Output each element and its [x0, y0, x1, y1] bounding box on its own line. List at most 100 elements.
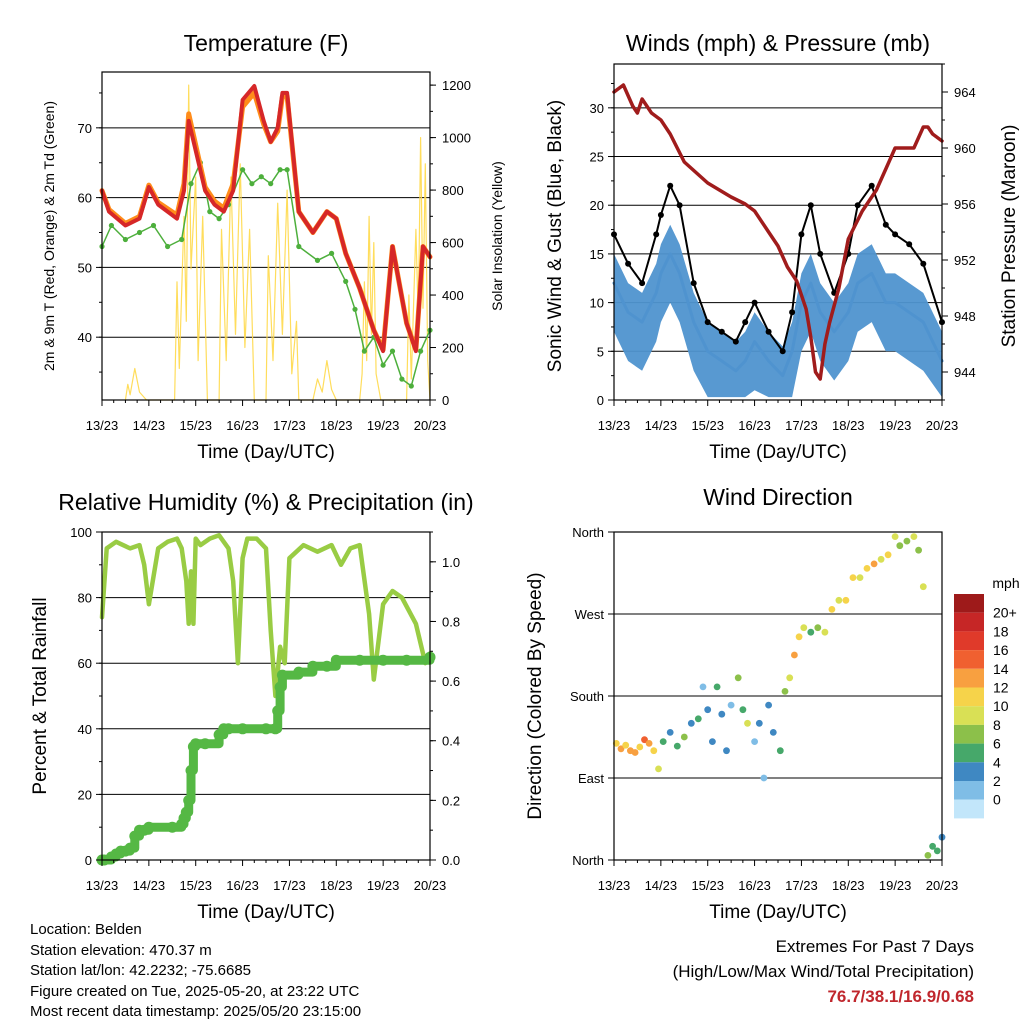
humidity-xtick-label-3: 16/23: [226, 878, 259, 893]
winds-xtick-label-4: 17/23: [785, 418, 818, 433]
direction-point-40: [828, 606, 836, 613]
temperature-ylabel-left: 2m & 9m T (Red, Orange) & 2m Td (Green): [41, 101, 57, 371]
direction-point-14: [687, 719, 695, 727]
legend-label-3: 14: [993, 661, 1009, 677]
humidity-xtick-label-1: 14/23: [133, 878, 166, 893]
temperature-ylabel-right: Solar Insolation (Yellow): [489, 161, 505, 311]
precipitation-series-point-26: [272, 705, 284, 717]
humidity-ytick-label-right-2: 0.4: [442, 734, 460, 749]
direction-point-42: [842, 596, 850, 604]
winds-ytick-label-right-3: 956: [954, 197, 976, 212]
extremes-heading: Extremes For Past 7 Days: [775, 937, 974, 956]
winds-ytick-label-right-4: 960: [954, 141, 976, 156]
direction-point-27: [755, 719, 763, 727]
precipitation-series-point-30: [307, 660, 319, 672]
direction-point-31: [776, 747, 784, 755]
direction-ytick-label-2: South: [570, 689, 604, 704]
direction-point-51: [903, 537, 911, 545]
direction-point-44: [856, 574, 864, 581]
winds-ytick-label-left-2: 10: [590, 296, 604, 311]
precipitation-series-point-24: [260, 723, 272, 735]
legend-swatch-2: [954, 631, 984, 651]
direction-point-52: [910, 533, 918, 540]
humidity-ytick-label-left-0: 0: [85, 853, 92, 868]
winds-ytick-label-left-6: 30: [590, 101, 604, 116]
winds-xlabel: Time (Day/UTC): [709, 442, 847, 463]
temperature-ytick-label-left-3: 70: [78, 121, 92, 136]
direction-point-1: [617, 745, 625, 753]
temperature-xtick-label-0: 13/23: [86, 418, 119, 433]
humidity-xtick-label-5: 18/23: [320, 878, 353, 893]
temperature-ytick-label-right-4: 800: [442, 183, 464, 198]
legend-swatch-5: [954, 687, 984, 707]
temperature-xtick-label-7: 20/23: [414, 418, 447, 433]
direction-point-36: [800, 624, 808, 632]
legend-label-10: 0: [993, 792, 1001, 808]
temperature-ytick-label-left-1: 50: [78, 260, 92, 275]
legend-label-1: 18: [993, 623, 1009, 639]
precipitation-series-point-31: [321, 660, 333, 672]
direction-point-30: [769, 729, 777, 736]
humidity-xtick-label-0: 13/23: [86, 878, 119, 893]
direction-point-6: [641, 736, 648, 744]
direction-point-24: [739, 706, 747, 714]
temperature-ytick-label-right-3: 600: [442, 236, 464, 251]
humidity-title: Relative Humidity (%) & Precipitation (i…: [58, 489, 473, 515]
humidity-xtick-label-7: 20/23: [414, 878, 447, 893]
direction-point-12: [673, 742, 681, 750]
direction-xtick-label-3: 16/23: [738, 878, 771, 893]
legend-swatch-7: [954, 724, 984, 744]
relative-humidity-line: [99, 533, 433, 699]
legend-swatch-6: [954, 706, 984, 725]
legend-swatch-1: [954, 612, 984, 632]
precipitation-series-point-35: [401, 654, 413, 666]
winds-ytick-label-right-1: 948: [954, 309, 976, 324]
direction-point-26: [751, 738, 758, 745]
winds-xtick-label-3: 16/23: [738, 418, 771, 433]
info-location: Location: Belden: [30, 921, 142, 938]
temperature-ytick-label-right-1: 200: [442, 341, 464, 356]
direction-point-23: [734, 674, 742, 682]
winds-ytick-label-left-5: 25: [590, 150, 604, 165]
direction-point-25: [744, 719, 751, 727]
temperature-title: Temperature (F): [184, 30, 349, 56]
direction-point-48: [884, 551, 892, 559]
direction-point-47: [877, 555, 885, 563]
direction-xtick-label-1: 14/23: [645, 878, 678, 893]
humidity-ytick-label-left-4: 80: [78, 591, 92, 606]
direction-point-16: [699, 683, 707, 691]
direction-title: Wind Direction: [703, 484, 853, 510]
temperature-ytick-label-right-0: 0: [442, 393, 449, 408]
humidity-xtick-label-2: 15/23: [179, 878, 212, 893]
direction-point-22: [727, 701, 735, 709]
info-latlon: Station lat/lon: 42.2232; -75.6685: [30, 962, 252, 979]
direction-point-21: [723, 747, 730, 755]
humidity-ylabel-left: Percent & Total Rainfall: [30, 597, 51, 794]
direction-ytick-label-4: North: [572, 525, 604, 540]
humidity-xtick-label-4: 17/23: [273, 878, 306, 893]
direction-point-29: [765, 701, 772, 709]
direction-point-35: [795, 633, 803, 641]
legend-swatch-0: [954, 594, 984, 613]
direction-point-49: [891, 533, 899, 540]
info-elevation: Station elevation: 470.37 m: [30, 941, 212, 959]
station-pressure-line: [612, 83, 944, 381]
direction-point-7: [645, 740, 653, 747]
direction-point-11: [666, 729, 674, 736]
temperature-ytick-label-right-5: 1000: [442, 131, 471, 146]
precipitation-series-point-32: [330, 654, 342, 666]
temperature-xtick-label-3: 16/23: [226, 418, 259, 433]
direction-xtick-label-7: 20/23: [926, 878, 959, 893]
winds-ytick-label-right-5: 964: [954, 85, 976, 100]
precipitation-series-point-6: [124, 842, 136, 854]
direction-point-41: [835, 596, 843, 604]
precipitation-series-point-11: [166, 821, 178, 833]
extremes-subheading: (High/Low/Max Wind/Total Precipitation): [672, 962, 974, 981]
legend-swatch-11: [954, 799, 984, 819]
temperature-ytick-label-right-6: 1200: [442, 78, 471, 93]
direction-point-56: [929, 842, 936, 850]
legend-swatch-8: [954, 743, 984, 763]
winds-xtick-label-7: 20/23: [926, 418, 959, 433]
gust-line: [613, 184, 943, 353]
precipitation-series-point-27: [274, 681, 286, 693]
